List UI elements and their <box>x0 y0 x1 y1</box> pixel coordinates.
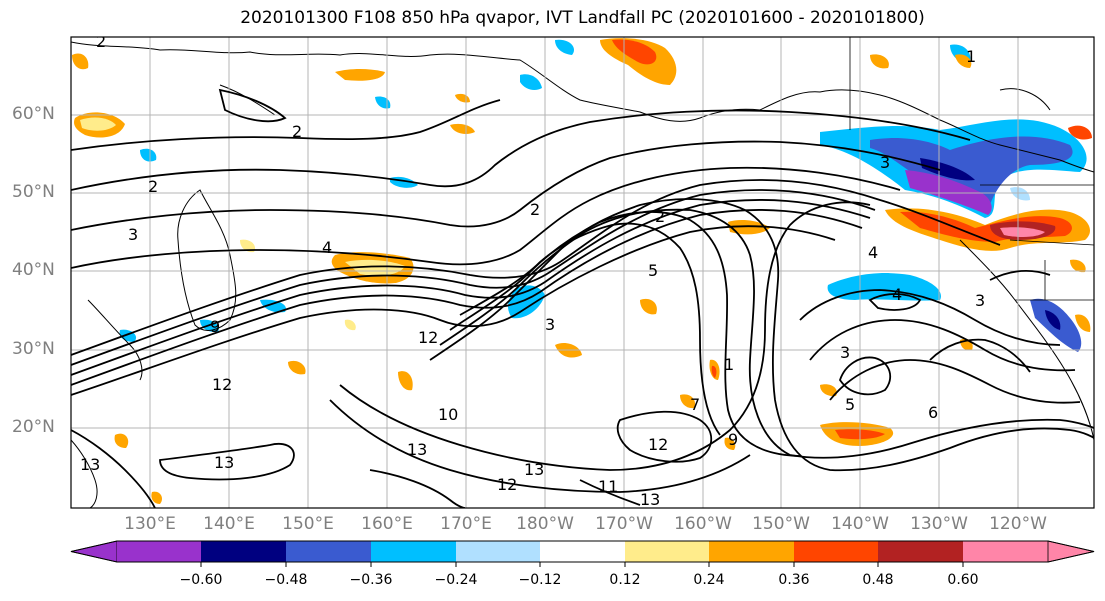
contour-label: 9 <box>210 317 220 336</box>
colorbar <box>70 540 1095 567</box>
contour-label: 7 <box>690 395 700 414</box>
contour-label: 13 <box>214 453 234 472</box>
map-frame <box>70 36 1095 509</box>
contour-label: 3 <box>128 225 138 244</box>
contour-label: 11 <box>598 477 618 496</box>
contour-label: 3 <box>545 315 555 334</box>
colorbar-segment <box>540 541 625 562</box>
contour-label: 10 <box>438 405 458 424</box>
lon-label: 160°E <box>361 514 413 534</box>
colorbar-tick-label: 0.24 <box>693 572 725 588</box>
contour-label: 4 <box>892 285 902 304</box>
colorbar-arrow-min <box>70 540 118 563</box>
contour-label: 13 <box>80 455 100 474</box>
colorbar-segment <box>709 541 794 562</box>
contour-label: 5 <box>648 261 658 280</box>
colorbar-tick-label: −0.24 <box>434 572 478 588</box>
colorbar-tick-label: −0.36 <box>349 572 393 588</box>
lon-label: 140°E <box>203 514 255 534</box>
contour-label: 2 <box>292 122 302 141</box>
colorbar-segment <box>878 541 963 562</box>
contour-label: 13 <box>407 440 427 459</box>
contour-label: 3 <box>840 343 850 362</box>
lon-label: 180°W <box>516 514 574 534</box>
map-title: 2020101300 F108 850 hPa qvapor, IVT Land… <box>240 8 925 28</box>
contour-label: 9 <box>728 430 738 449</box>
colorbar-tick-label: 0.60 <box>947 572 979 588</box>
colorbar-tick-label: 0.48 <box>862 572 894 588</box>
coastlines <box>71 41 1094 508</box>
lon-label: 170°E <box>440 514 492 534</box>
colorbar-segment <box>371 541 456 562</box>
colorbar-segment <box>201 541 286 562</box>
contour-label: 1 <box>724 355 734 374</box>
colorbar-tick-label: −0.12 <box>518 572 562 588</box>
lat-label: 50°N <box>12 182 55 202</box>
colorbar-tick-label: 0.36 <box>778 572 810 588</box>
colorbar-segment <box>117 541 201 562</box>
lon-label: 130°E <box>124 514 176 534</box>
contour-label: 3 <box>880 153 890 172</box>
contour-label: 13 <box>640 490 660 509</box>
lon-label: 130°W <box>910 514 968 534</box>
contour-label: 6 <box>928 403 938 422</box>
contour-label: 12 <box>212 375 232 394</box>
lat-label: 30°N <box>12 339 55 359</box>
lon-label: 150°E <box>282 514 334 534</box>
colorbar-outline <box>70 540 1095 563</box>
colorbar-arrow-max <box>1047 540 1095 563</box>
contour-label: 5 <box>845 395 855 414</box>
contour-label: 3 <box>975 291 985 310</box>
colorbar-tick-label: 0.12 <box>609 572 641 588</box>
lon-label: 120°W <box>989 514 1047 534</box>
contour-label: 13 <box>524 460 544 479</box>
lat-label: 60°N <box>12 104 55 124</box>
contour-label: 1 <box>966 47 976 66</box>
lat-label: 40°N <box>12 260 55 280</box>
contour-label: 12 <box>418 328 438 347</box>
lon-label: 160°W <box>674 514 732 534</box>
colorbar-tick-label: −0.48 <box>264 572 308 588</box>
contour-label: 2 <box>96 32 106 51</box>
lat-label: 20°N <box>12 417 55 437</box>
colorbar-segment <box>794 541 878 562</box>
colorbar-segment <box>456 541 540 562</box>
contour-label: 12 <box>497 475 517 494</box>
contour-label: 2 <box>148 177 158 196</box>
colorbar-segment <box>286 541 371 562</box>
contour-labels: 2 2 2 3 2 2 3 4 9 3 5 4 3 4 12 3 1 12 10… <box>80 32 985 509</box>
lon-label: 140°W <box>831 514 889 534</box>
colorbar-tick-label: −0.60 <box>179 572 223 588</box>
colorbar-segment <box>625 541 709 562</box>
lon-label: 170°W <box>595 514 653 534</box>
contour-label: 12 <box>648 435 668 454</box>
contour-label: 2 <box>530 200 540 219</box>
contour-label: 4 <box>322 238 332 257</box>
colorbar-segment <box>963 541 1048 562</box>
contour-label: 4 <box>868 243 878 262</box>
lon-label: 150°W <box>752 514 810 534</box>
contour-label: 2 <box>655 207 665 226</box>
